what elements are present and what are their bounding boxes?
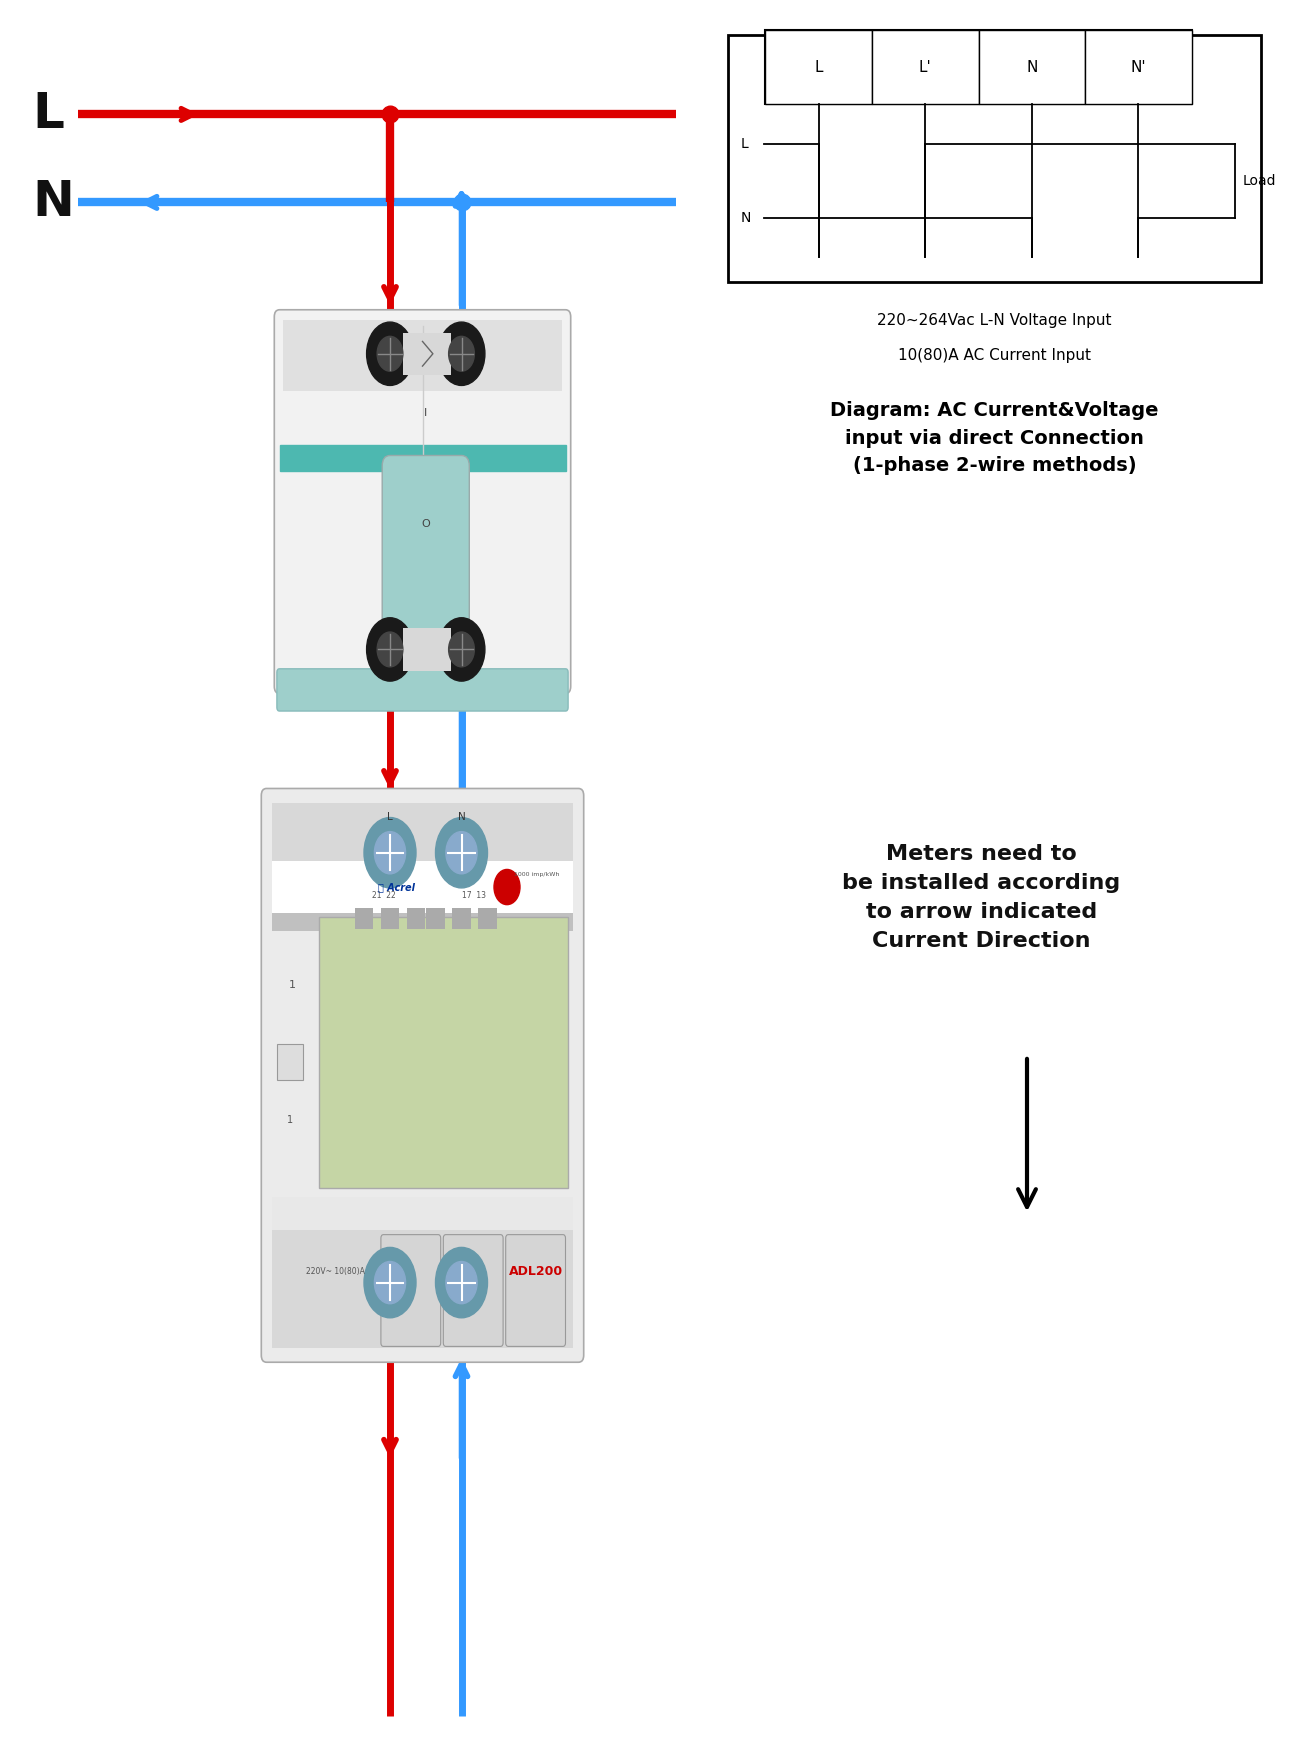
Circle shape — [364, 817, 416, 887]
Text: Diagram: AC Current&Voltage
input via direct Connection
(1-phase 2-wire methods): Diagram: AC Current&Voltage input via di… — [831, 401, 1158, 475]
Circle shape — [377, 336, 403, 371]
Bar — [381, 908, 399, 929]
Bar — [403, 333, 451, 375]
Circle shape — [367, 322, 413, 385]
Text: N: N — [1026, 60, 1037, 74]
Text: 220V~ 10(80)A: 220V~ 10(80)A — [306, 1267, 364, 1276]
Circle shape — [494, 869, 520, 905]
Bar — [318, 917, 568, 1188]
Text: N': N' — [1131, 60, 1147, 74]
Text: ADL200: ADL200 — [508, 1265, 563, 1278]
Bar — [728, 35, 1261, 282]
Text: N: N — [741, 211, 751, 225]
Text: L: L — [814, 60, 823, 74]
Text: L: L — [387, 811, 393, 822]
Text: 220~264Vac L-N Voltage Input: 220~264Vac L-N Voltage Input — [878, 313, 1112, 329]
Circle shape — [364, 1248, 416, 1318]
Text: Load: Load — [1243, 174, 1277, 188]
Circle shape — [438, 322, 485, 385]
Circle shape — [436, 1248, 488, 1318]
FancyBboxPatch shape — [506, 1236, 566, 1346]
Text: Meters need to
be installed according
to arrow indicated
Current Direction: Meters need to be installed according to… — [842, 845, 1121, 950]
Text: L: L — [741, 137, 749, 151]
Text: 1: 1 — [289, 980, 296, 989]
Text: O: O — [421, 519, 430, 530]
Circle shape — [367, 618, 413, 681]
Text: N: N — [32, 178, 74, 227]
Circle shape — [374, 831, 406, 873]
FancyBboxPatch shape — [443, 1236, 503, 1346]
Bar — [452, 908, 471, 929]
Text: 10(80)A AC Current Input: 10(80)A AC Current Input — [898, 348, 1091, 364]
Bar — [766, 30, 1192, 104]
Text: 17  13: 17 13 — [463, 891, 486, 901]
Bar — [280, 445, 566, 472]
Bar — [872, 30, 979, 104]
Circle shape — [446, 831, 477, 873]
Bar — [272, 1197, 573, 1346]
FancyBboxPatch shape — [261, 788, 584, 1362]
Bar — [478, 908, 497, 929]
Bar — [426, 908, 445, 929]
Circle shape — [374, 1262, 406, 1304]
Circle shape — [436, 817, 488, 887]
Text: L': L' — [919, 60, 932, 74]
Bar — [283, 320, 562, 391]
Bar — [272, 861, 573, 913]
Circle shape — [448, 632, 474, 667]
Bar — [272, 1230, 573, 1348]
Text: L: L — [32, 90, 65, 139]
Text: 21  22: 21 22 — [372, 891, 395, 901]
Circle shape — [446, 1262, 477, 1304]
Text: 1000 imp/kWh: 1000 imp/kWh — [514, 873, 559, 876]
Bar — [1086, 30, 1192, 104]
Bar — [407, 908, 425, 929]
FancyBboxPatch shape — [274, 310, 571, 693]
Circle shape — [438, 618, 485, 681]
Text: 1: 1 — [287, 1116, 292, 1125]
FancyBboxPatch shape — [277, 669, 568, 711]
Text: N: N — [458, 811, 465, 822]
Bar — [979, 30, 1086, 104]
FancyBboxPatch shape — [382, 456, 469, 660]
Bar — [277, 1044, 303, 1079]
Text: 安 Acrel: 安 Acrel — [378, 882, 415, 892]
FancyBboxPatch shape — [381, 1236, 441, 1346]
Bar — [272, 803, 573, 910]
Circle shape — [377, 632, 403, 667]
Text: I: I — [424, 408, 428, 419]
Bar — [766, 30, 872, 104]
Circle shape — [448, 336, 474, 371]
Bar — [272, 906, 573, 931]
Bar — [403, 628, 451, 671]
Bar — [355, 908, 373, 929]
